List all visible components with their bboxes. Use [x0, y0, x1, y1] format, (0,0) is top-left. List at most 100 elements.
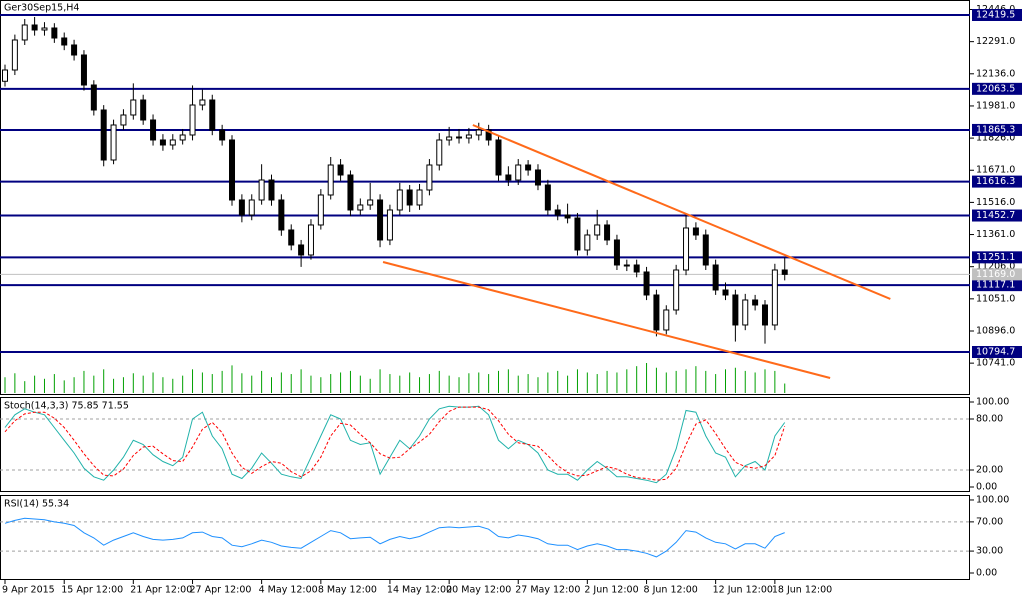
y-tick-label: 20.00 [976, 464, 1003, 475]
candle-body [564, 214, 571, 219]
y-tick-label: 0.00 [976, 567, 997, 578]
candle-body [288, 229, 295, 246]
trendline [472, 124, 891, 300]
x-tick-label: 2 Jun 12:00 [584, 585, 638, 596]
candle-body [396, 189, 403, 211]
candle-body [377, 199, 384, 241]
candle-body [653, 294, 660, 331]
level-label: 11117.1 [976, 280, 1015, 291]
x-tick-label: 9 Apr 2015 [2, 585, 55, 596]
candle-body [465, 134, 472, 139]
candle-body [278, 199, 285, 231]
y-tick-label: 12136.0 [976, 68, 1015, 79]
candle-body [613, 239, 620, 266]
x-tick-label: 8 May 12:00 [318, 585, 377, 596]
candle-body [534, 169, 541, 186]
panel-frame [0, 495, 970, 580]
last-price-label: 11169.0 [976, 269, 1015, 280]
candle-body [446, 136, 453, 141]
candle-body [357, 204, 364, 211]
candle-body [179, 134, 186, 141]
candle-body [643, 271, 650, 296]
candle-body [140, 99, 147, 121]
y-tick-label: 10896.0 [976, 325, 1015, 336]
candle-body [298, 244, 305, 256]
y-tick-label: 80.00 [976, 414, 1003, 425]
candle-body [11, 39, 18, 71]
candle-body [456, 136, 463, 139]
candle-body [475, 129, 482, 136]
candle-body [742, 299, 749, 326]
x-tick-label: 18 Jun 12:00 [772, 585, 832, 596]
candle-body [21, 24, 28, 41]
candle-body [248, 199, 255, 216]
level-label: 12063.5 [976, 83, 1015, 94]
candle-body [574, 217, 581, 251]
y-tick-label: 11981.0 [976, 100, 1015, 111]
candle-body [120, 114, 127, 126]
y-tick-label: 70.00 [976, 516, 1003, 527]
candle-body [416, 189, 423, 206]
y-tick-label: 12291.0 [976, 36, 1015, 47]
x-tick-label: 21 Apr 12:00 [130, 585, 192, 596]
y-tick-label: 11051.0 [976, 293, 1015, 304]
candle-body [51, 27, 58, 39]
indicator-line [4, 405, 786, 484]
candle-body [238, 199, 245, 216]
candle-body [732, 294, 739, 326]
y-tick-label: 100.00 [976, 397, 1009, 408]
y-tick-label: 11361.0 [976, 229, 1015, 240]
candle-body [702, 234, 709, 266]
level-label-box [972, 251, 1022, 264]
level-label-box [972, 209, 1022, 222]
candle-body [317, 194, 324, 226]
level-label-box [972, 8, 1022, 21]
candle-body [406, 189, 413, 206]
x-tick-label: 12 Jun 12:00 [713, 585, 773, 596]
candle-body [771, 269, 778, 326]
candle-body [199, 99, 206, 106]
candle-body [327, 164, 334, 196]
candle-body [61, 37, 68, 46]
candle-body [229, 139, 236, 201]
candle-body [722, 289, 729, 296]
level-label: 11452.7 [976, 210, 1015, 221]
level-label-box [972, 346, 1022, 359]
candle-body [110, 124, 117, 161]
candle-body [525, 164, 532, 171]
level-label-box [972, 175, 1022, 188]
indicator-title: RSI(14) 55.34 [4, 499, 69, 510]
candle-body [623, 264, 630, 267]
candle-body [159, 139, 166, 146]
candle-body [209, 99, 216, 131]
candle-body [752, 299, 759, 306]
candle-body [367, 199, 374, 206]
y-tick-label: 10741.0 [976, 358, 1015, 369]
candle-body [90, 84, 97, 111]
level-label: 11251.1 [976, 252, 1015, 263]
x-tick-label: 20 May 12:00 [446, 585, 511, 596]
x-tick-label: 27 Apr 12:00 [190, 585, 252, 596]
x-tick-label: 15 Apr 12:00 [61, 585, 123, 596]
candle-body [268, 179, 275, 201]
candle-body [761, 304, 768, 326]
candle-body [2, 69, 8, 82]
candle-body [150, 119, 157, 141]
indicator-line [4, 406, 786, 481]
candle-body [41, 27, 48, 31]
candle-body [515, 164, 522, 181]
level-label-box [972, 123, 1022, 136]
candle-body [554, 209, 561, 216]
candle-body [71, 44, 78, 56]
trendline [382, 261, 831, 379]
y-tick-label: 30.00 [976, 546, 1003, 557]
level-label: 10794.7 [976, 347, 1015, 358]
y-tick-label: 0.00 [976, 481, 997, 492]
panel-frame [0, 397, 970, 492]
candle-body [683, 227, 690, 271]
candle-body [505, 174, 512, 181]
candle-body [485, 129, 492, 141]
y-tick-label: 11516.0 [976, 197, 1015, 208]
candle-body [31, 24, 38, 31]
